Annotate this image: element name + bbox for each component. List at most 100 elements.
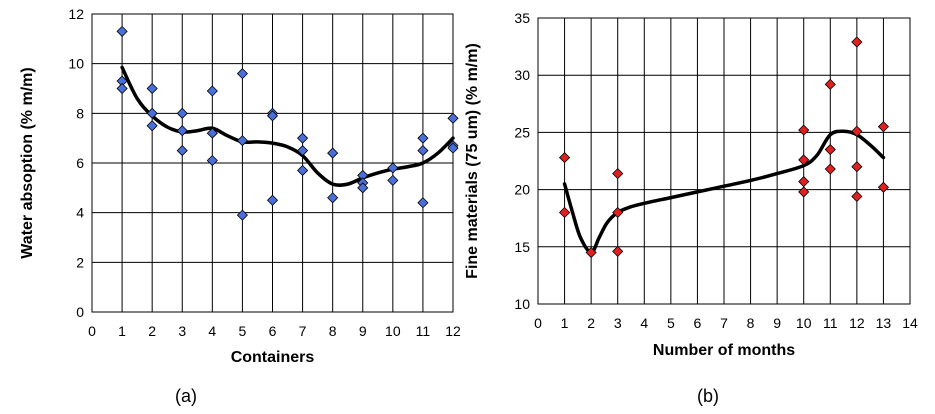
- x-tick-label: 6: [269, 323, 277, 339]
- data-point: [297, 164, 309, 177]
- x-tick-label: 4: [640, 315, 648, 331]
- x-tick-label: 3: [614, 315, 622, 331]
- data-point: [236, 68, 248, 80]
- data-point: [206, 127, 218, 139]
- data-point: [417, 145, 429, 157]
- x-tick-label: 7: [720, 315, 728, 331]
- data-point: [206, 85, 218, 97]
- y-tick-label: 8: [76, 105, 84, 121]
- plot-frame: [91, 13, 454, 313]
- data-point: [851, 161, 863, 173]
- x-tick-label: 10: [385, 323, 401, 339]
- x-tick-label: 3: [178, 323, 186, 339]
- data-point: [798, 186, 810, 198]
- data-point: [585, 246, 597, 259]
- y-axis-title: Water absoption (% m/m): [19, 67, 36, 258]
- y-tick-label: 2: [76, 254, 84, 270]
- data-point: [851, 190, 863, 203]
- data-point: [387, 174, 399, 186]
- data-point: [798, 124, 810, 136]
- y-tick-label: 15: [514, 239, 530, 255]
- x-tick-label: 5: [667, 315, 675, 331]
- data-point: [612, 245, 624, 257]
- x-tick-label: 11: [416, 323, 431, 339]
- data-point: [146, 120, 158, 132]
- y-tick-label: 0: [76, 304, 84, 320]
- x-tick-label: 12: [445, 323, 461, 339]
- x-tick-label: 9: [773, 315, 781, 331]
- x-tick-label: 7: [299, 323, 307, 339]
- data-point: [612, 206, 624, 219]
- data-point: [447, 142, 459, 154]
- data-point: [798, 176, 810, 188]
- data-point: [851, 125, 863, 137]
- data-point: [612, 168, 624, 180]
- x-tick-label: 14: [902, 315, 918, 331]
- x-tick-label: 8: [747, 315, 755, 331]
- data-point: [824, 143, 836, 156]
- x-tick-label: 1: [561, 315, 569, 331]
- data-point: [176, 145, 188, 157]
- data-point: [824, 163, 836, 175]
- panel-label: (a): [175, 386, 197, 406]
- data-point: [116, 82, 128, 95]
- data-point: [266, 194, 279, 206]
- data-point: [851, 36, 863, 48]
- data-point: [387, 162, 399, 174]
- panel-label: (b): [697, 386, 719, 406]
- data-point: [297, 145, 309, 157]
- y-tick-label: 35: [514, 10, 530, 26]
- x-tick-label: 9: [359, 323, 367, 339]
- x-tick-label: 5: [239, 323, 247, 339]
- chart-panel-a: 0 2 4 6 8 10 12 0 1 2 3 4 5 6 7 8 9 10 11 12 Containers Water…: [19, 6, 461, 406]
- y-tick-label: 30: [514, 67, 530, 83]
- y-tick-label: 4: [76, 205, 84, 221]
- chart-panel-b: 10 15 20 25 30 35 0 1 2 3 4 5 6 7 8 9 10 11 12 13 14 Number o…: [455, 0, 935, 414]
- x-tick-label: 0: [88, 323, 96, 339]
- data-point: [447, 112, 459, 124]
- grid: [91, 13, 454, 313]
- y-axis-title: Fine materials (75 um) (% m/m): [464, 43, 481, 279]
- x-tick-label: 2: [587, 315, 595, 331]
- data-point: [798, 154, 810, 166]
- y-tick-label: 10: [514, 296, 530, 312]
- x-tick-label: 2: [148, 323, 156, 339]
- data-point: [146, 107, 158, 119]
- data-point: [357, 182, 369, 194]
- data-point: [176, 107, 188, 119]
- data-point: [877, 121, 889, 133]
- plot-frame: [537, 17, 911, 305]
- data-point: [236, 209, 248, 221]
- x-tick-label: 13: [876, 315, 892, 331]
- data-point: [327, 147, 339, 159]
- data-point: [559, 152, 571, 164]
- x-tick-label: 4: [208, 323, 216, 339]
- data-point: [116, 25, 128, 37]
- data-point: [417, 132, 429, 144]
- data-point: [824, 78, 836, 90]
- y-tick-label: 6: [76, 155, 84, 171]
- x-axis-title: Number of months: [653, 342, 795, 359]
- data-point: [297, 132, 309, 144]
- x-tick-label: 12: [849, 315, 865, 331]
- trend-curve: [120, 65, 455, 187]
- y-tick-label: 12: [68, 6, 84, 22]
- x-tick-label: 6: [694, 315, 702, 331]
- data-point: [266, 110, 279, 122]
- data-point: [877, 181, 889, 193]
- x-tick-label: 11: [823, 315, 838, 331]
- data-point: [146, 82, 158, 95]
- data-point: [559, 206, 571, 219]
- x-tick-label: 0: [534, 315, 542, 331]
- x-tick-label: 1: [118, 323, 126, 339]
- grid: [537, 17, 911, 305]
- y-tick-label: 10: [68, 56, 84, 72]
- x-axis-title: Containers: [231, 349, 315, 366]
- x-tick-label: 10: [796, 315, 812, 331]
- y-tick-label: 20: [514, 182, 530, 198]
- data-point: [206, 154, 218, 167]
- data-point: [176, 125, 188, 137]
- x-tick-label: 8: [329, 323, 337, 339]
